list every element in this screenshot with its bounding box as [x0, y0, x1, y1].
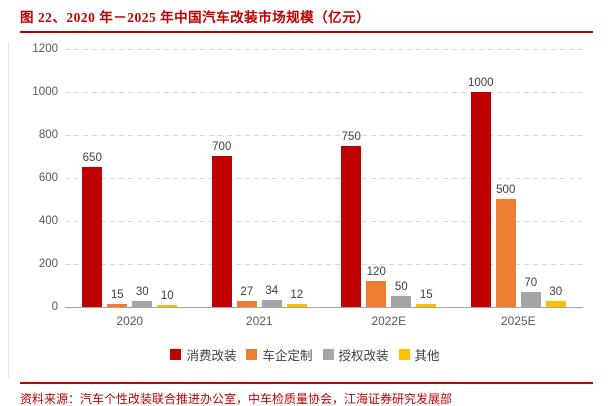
bar-value-label: 12: [290, 289, 304, 301]
legend-label: 授权改装: [338, 348, 389, 363]
bar-value-label: 50: [394, 281, 408, 293]
bar-value-label: 120: [366, 266, 386, 278]
legend-swatch-icon: [322, 348, 334, 360]
x-axis-category-label-2020: 2020: [116, 314, 144, 328]
bar-2025E-s0: 1000: [468, 77, 494, 307]
bar-value-label: 15: [419, 289, 433, 301]
gridline-800: [65, 135, 583, 136]
bar-2020-s3: 10: [157, 290, 178, 307]
gridline-1000: [65, 92, 583, 93]
x-axis-category-label-2021: 2021: [245, 314, 273, 328]
legend-label: 其他: [414, 348, 440, 363]
bar-value-label: 700: [212, 141, 232, 153]
bar-2021-s0: 700: [211, 141, 232, 307]
chart-left-border: [8, 42, 9, 378]
gridline-600: [65, 178, 583, 179]
y-axis-tick-label-1200: 1200: [32, 43, 58, 55]
y-axis-tick-label-200: 200: [38, 258, 58, 270]
chart-legend: 消费改装 车企定制 授权改装 其他: [0, 345, 610, 363]
bar-2020-s2: 30: [132, 286, 153, 307]
y-axis-tick-label-800: 800: [38, 129, 58, 141]
bar-value-label: 27: [240, 286, 254, 298]
bar-2022E-s1: 120: [366, 266, 387, 307]
bar-value-label: 650: [82, 152, 102, 164]
x-axis-category-label-2025E: 2025E: [500, 314, 536, 328]
bar-value-label: 30: [135, 286, 149, 298]
bar-2025E-s2: 70: [520, 277, 541, 307]
bar-2025E-s3: 30: [545, 286, 566, 307]
legend-item-2: 授权改装: [322, 345, 389, 364]
gridline-1200: [65, 49, 583, 50]
bottom-divider-line: [20, 382, 593, 384]
gridline-400: [65, 221, 583, 222]
bar-2021-s1: 27: [236, 286, 257, 307]
bar-2022E-s3: 15: [416, 289, 437, 307]
bar-value-label: 1000: [467, 77, 494, 89]
bar-value-label: 34: [265, 285, 279, 297]
bar-2022E-s0: 750: [341, 131, 362, 307]
plot-area: 650 15 30 10 700 27 34 12 750 120 50 15 1000 500 70 30: [65, 49, 583, 308]
bar-value-label: 10: [160, 290, 174, 302]
bar-2020-s1: 15: [107, 289, 128, 307]
bar-2025E-s1: 500: [495, 184, 516, 307]
top-divider-line: [20, 31, 593, 33]
x-axis-category-label-2022E: 2022E: [371, 314, 407, 328]
legend-swatch-icon: [398, 348, 410, 360]
bar-value-label: 70: [524, 277, 538, 289]
legend-item-1: 车企定制: [246, 345, 313, 364]
x-axis-baseline: [65, 307, 583, 308]
legend-item-0: 消费改装: [170, 345, 236, 364]
legend-label: 消费改装: [186, 348, 237, 363]
legend-label: 车企定制: [262, 348, 313, 363]
bar-value-label: 750: [341, 131, 361, 143]
y-axis-tick-label-1000: 1000: [32, 86, 58, 98]
bar-2022E-s2: 50: [391, 281, 412, 307]
legend-item-3: 其他: [398, 345, 440, 364]
bar-2021-s3: 12: [286, 289, 307, 307]
bar-2020-s0: 650: [82, 152, 103, 307]
bar-value-label: 500: [496, 184, 516, 196]
y-axis-tick-label-600: 600: [38, 172, 58, 184]
source-note: 资料来源：汽车个性改装联合推进办公室，中车检质量协会，江海证券研究发展部: [20, 392, 453, 406]
y-axis-tick-label-0: 0: [51, 301, 58, 313]
legend-swatch-icon: [170, 348, 182, 360]
bar-2021-s2: 34: [261, 285, 282, 307]
bar-value-label: 15: [110, 289, 124, 301]
legend-swatch-icon: [246, 348, 258, 360]
y-axis-tick-label-400: 400: [38, 215, 58, 227]
figure-title: 图 22、2020 年－2025 年中国汽车改装市场规模（亿元）: [20, 10, 371, 25]
bar-value-label: 30: [549, 286, 563, 298]
gridline-200: [65, 264, 583, 265]
